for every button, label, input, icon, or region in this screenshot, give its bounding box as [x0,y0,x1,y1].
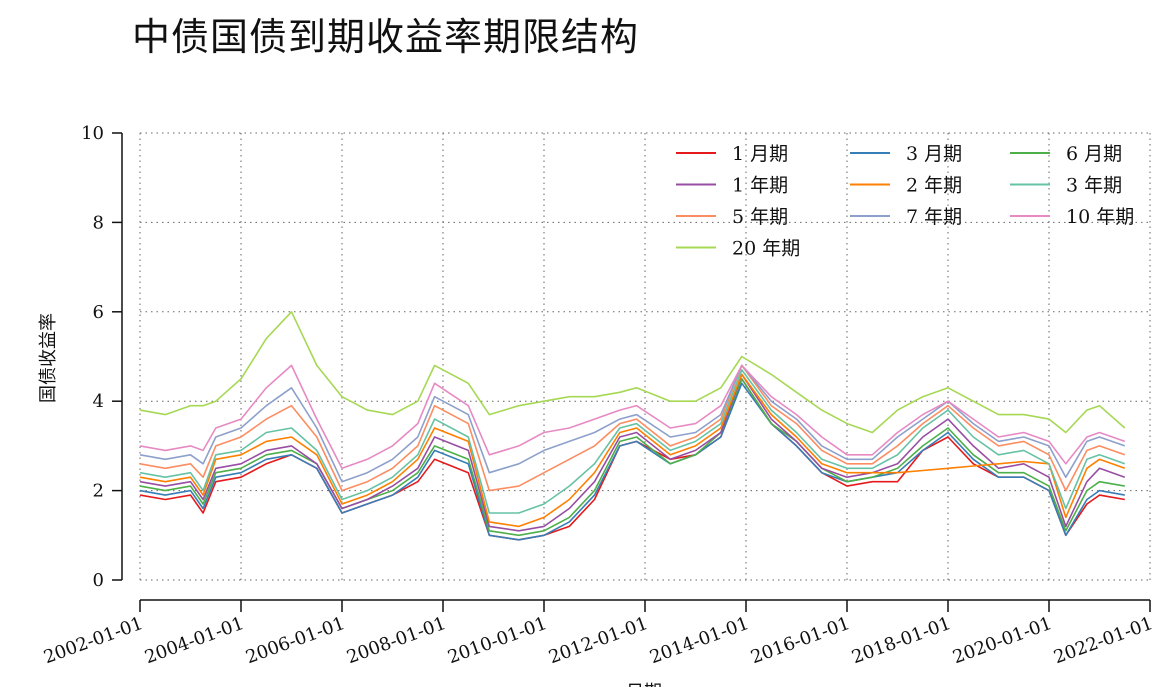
y-axis-title: 国债收益率 [38,313,59,403]
series-line-6 [139,369,1126,514]
x-tick-label: 2010-01-01 [445,613,550,668]
series-line-9 [139,364,1126,470]
legend-label: 1 月期 [732,143,788,165]
x-tick-label: 2018-01-01 [849,613,954,668]
y-tick-label: 0 [93,570,104,591]
x-axis-title: 日期 [626,682,662,687]
legend-label: 20 年期 [732,238,800,260]
legend-label: 6 月期 [1066,143,1122,165]
legend-label: 3 月期 [906,143,962,165]
y-tick-label: 10 [81,123,104,144]
x-tick-label: 2004-01-01 [142,613,247,668]
series-line-3 [139,378,1125,537]
legend: 1 月期 3 月期 6 月期 1 年期 2 年期 3 年期 5 年期 7 年期 10 年期 20 … [676,143,1134,260]
legend-label: 5 年期 [732,206,788,228]
legend-label: 3 年期 [1066,175,1122,197]
y-tick-label: 8 [93,212,104,233]
x-tick-label: 2016-01-01 [748,613,853,668]
series-line-5 [139,373,1126,528]
legend-label: 2 年期 [906,175,962,197]
series-line-4 [139,373,1126,532]
y-tick-label: 4 [93,391,104,412]
grid-layer [139,132,1151,581]
chart-title: 中债国债到期收益率期限结构 [132,15,640,59]
x-tick-label: 2006-01-01 [243,613,348,668]
x-tick-label: 2014-01-01 [647,613,752,668]
x-tick-label: 2022-01-01 [1051,613,1156,668]
legend-label: 10 年期 [1066,206,1134,228]
legend-label: 7 年期 [906,206,962,228]
x-tick-label: 2020-01-01 [950,613,1055,668]
series-line-8 [139,364,1126,483]
y-tick-label: 6 [93,302,104,323]
series-line-10 [139,310,1126,434]
series-line-7 [139,364,1126,492]
series-line-2 [139,382,1125,541]
y-tick-label: 2 [93,481,104,502]
x-tick-label: 2012-01-01 [546,613,651,668]
legend-label: 1 年期 [732,175,788,197]
x-tick-label: 2002-01-01 [41,613,146,668]
series-layer [139,310,1126,541]
x-tick-label: 2008-01-01 [344,613,449,668]
